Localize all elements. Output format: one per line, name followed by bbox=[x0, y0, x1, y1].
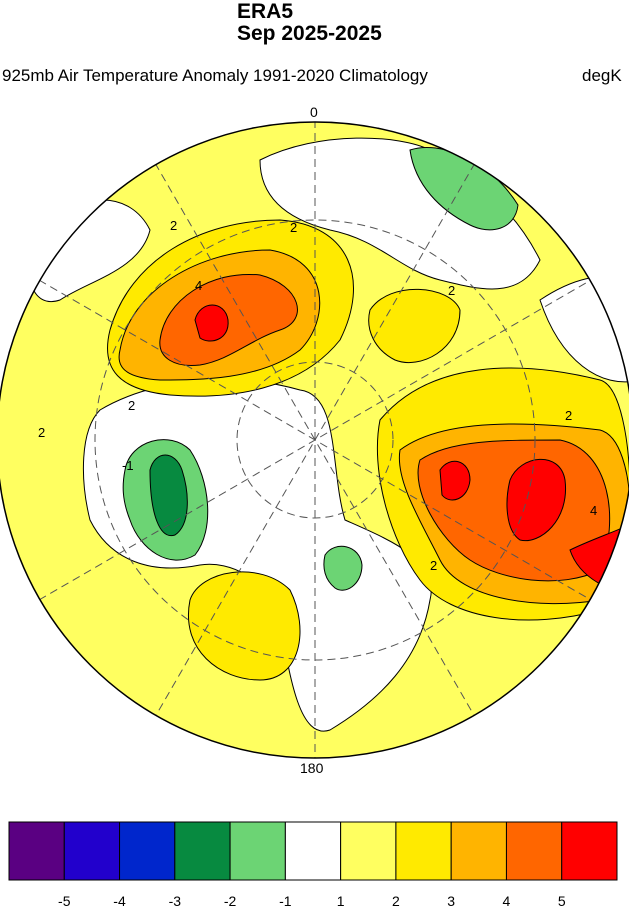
colorbar-swatch bbox=[174, 821, 231, 881]
longitude-label-0: 0 bbox=[310, 104, 318, 120]
colorbar bbox=[8, 821, 618, 881]
colorbar-label: -5 bbox=[58, 893, 71, 909]
colorbar-label: 2 bbox=[392, 893, 400, 909]
anomaly-minus-1-2-arctic bbox=[323, 545, 363, 591]
colorbar-swatch bbox=[450, 821, 507, 881]
anomaly-field bbox=[0, 122, 629, 758]
contour-label: 4 bbox=[590, 503, 597, 518]
variable-subtitle: 925mb Air Temperature Anomaly 1991-2020 … bbox=[2, 66, 428, 85]
contour-label: 2 bbox=[38, 425, 45, 440]
contour-label: 2 bbox=[430, 558, 437, 573]
colorbar-swatch bbox=[229, 821, 286, 881]
graticule bbox=[38, 122, 592, 758]
map-boundary bbox=[0, 121, 629, 759]
units-label: degK bbox=[582, 66, 622, 85]
colorbar-swatch bbox=[8, 821, 65, 881]
anomaly-above-5-atlantic bbox=[194, 304, 229, 342]
neutral-region-top bbox=[259, 137, 541, 290]
colorbar-swatch bbox=[119, 821, 176, 881]
contour-label: 2 bbox=[565, 408, 572, 423]
colorbar-swatch bbox=[340, 821, 397, 881]
title-line-2: Sep 2025-2025 bbox=[237, 22, 382, 45]
anomaly-above-5-siberia bbox=[506, 458, 566, 542]
colorbar-label: 3 bbox=[447, 893, 456, 909]
anomaly-2-3-pacific bbox=[188, 571, 301, 681]
contour-label: -1 bbox=[122, 458, 134, 473]
longitude-label-180: 180 bbox=[300, 760, 324, 776]
contour-labels: 2 2 4 2 2 -1 2 2 4 2 bbox=[38, 218, 597, 573]
colorbar-label: -1 bbox=[279, 893, 292, 909]
colorbar-label: -3 bbox=[168, 893, 182, 909]
colorbar-label: -2 bbox=[223, 893, 237, 909]
contour-label: 2 bbox=[448, 283, 455, 298]
colorbar-label: 1 bbox=[336, 893, 345, 909]
contour-label: 2 bbox=[170, 218, 177, 233]
colorbar-label: -4 bbox=[113, 893, 126, 909]
anomaly-above-5-central bbox=[439, 460, 471, 501]
contour-label: 4 bbox=[195, 278, 202, 293]
contour-label: 2 bbox=[290, 220, 297, 235]
colorbar-swatch bbox=[63, 821, 121, 881]
colorbar-swatch bbox=[284, 821, 342, 881]
anomaly-4-5-atlantic bbox=[159, 273, 298, 367]
title-line-1: ERA5 bbox=[237, 0, 294, 23]
anomaly-2-3-scandinavia bbox=[368, 288, 461, 364]
colorbar-label: 4 bbox=[502, 893, 511, 909]
colorbar-label: 5 bbox=[557, 893, 566, 909]
anomaly-minus-2-3-north-america bbox=[149, 454, 188, 537]
colorbar-swatch bbox=[505, 821, 563, 881]
colorbar-swatch bbox=[395, 821, 452, 881]
contour-label: 2 bbox=[128, 398, 135, 413]
colorbar-swatch bbox=[561, 821, 618, 881]
